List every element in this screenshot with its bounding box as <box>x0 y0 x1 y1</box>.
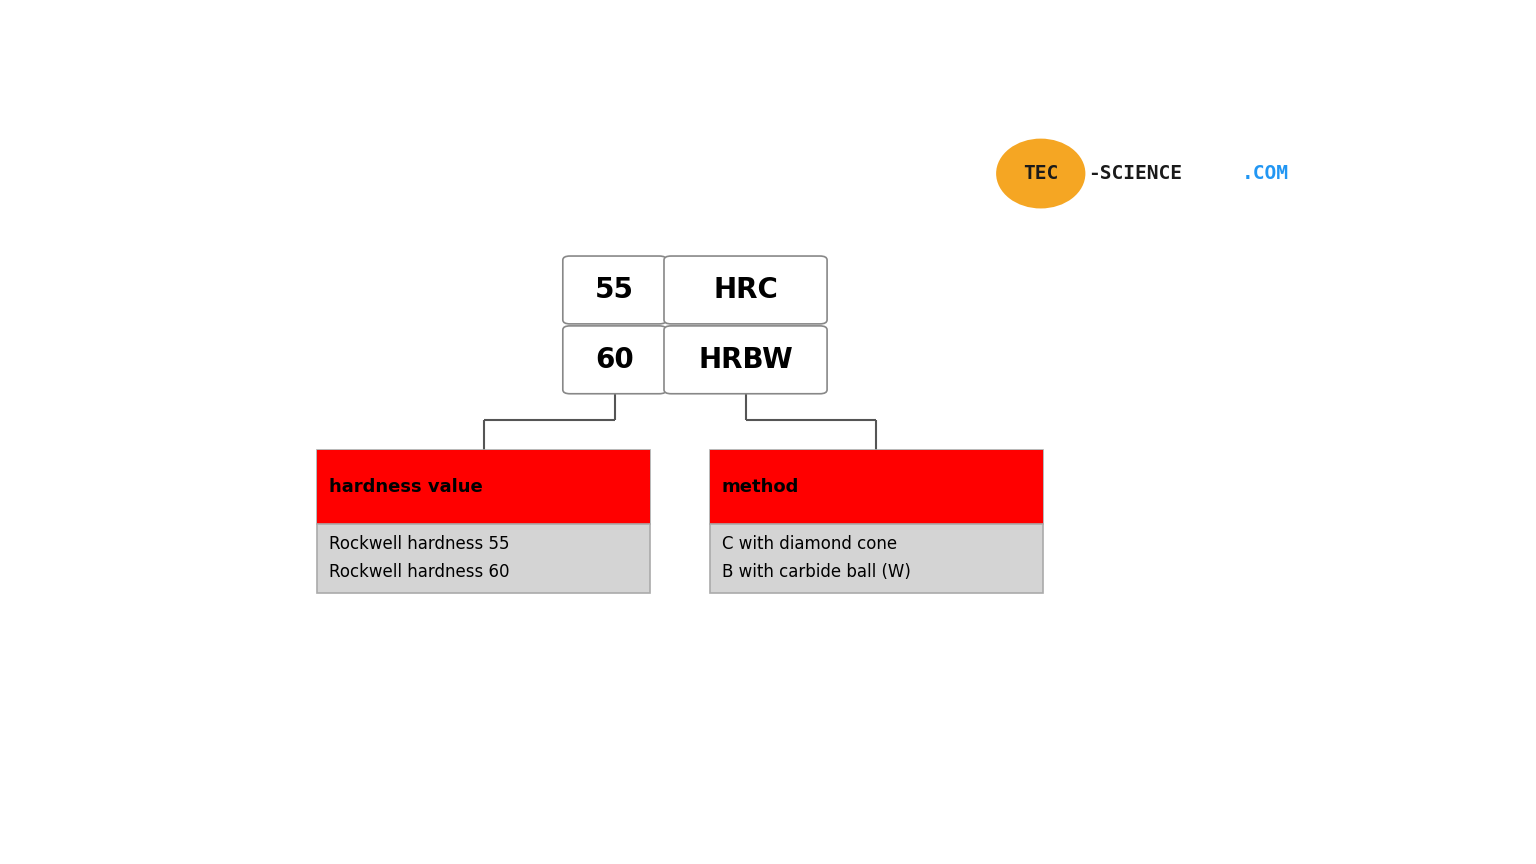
Text: HRBW: HRBW <box>699 346 793 374</box>
Text: HRC: HRC <box>713 276 777 304</box>
FancyBboxPatch shape <box>710 449 1043 524</box>
Text: 55: 55 <box>594 276 634 304</box>
Text: TEC: TEC <box>1023 164 1058 183</box>
FancyBboxPatch shape <box>664 256 826 324</box>
Text: C with diamond cone
B with carbide ball (W): C with diamond cone B with carbide ball … <box>722 536 911 581</box>
FancyBboxPatch shape <box>316 449 650 593</box>
FancyBboxPatch shape <box>562 326 667 394</box>
FancyBboxPatch shape <box>664 326 826 394</box>
Text: .COM: .COM <box>1243 164 1289 183</box>
Text: 60: 60 <box>596 346 634 374</box>
Text: -SCIENCE: -SCIENCE <box>1089 164 1183 183</box>
FancyBboxPatch shape <box>562 256 667 324</box>
Text: Rockwell hardness 55
Rockwell hardness 60: Rockwell hardness 55 Rockwell hardness 6… <box>329 536 510 581</box>
Ellipse shape <box>997 138 1086 208</box>
Text: hardness value: hardness value <box>329 478 482 496</box>
FancyBboxPatch shape <box>710 449 1043 593</box>
FancyBboxPatch shape <box>316 449 650 524</box>
Text: method: method <box>722 478 799 496</box>
